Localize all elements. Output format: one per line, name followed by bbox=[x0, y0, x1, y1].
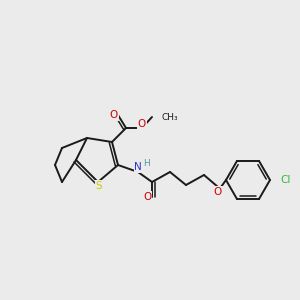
Text: CH₃: CH₃ bbox=[161, 112, 178, 122]
Text: H: H bbox=[142, 158, 149, 167]
Text: O: O bbox=[138, 119, 146, 129]
Text: O: O bbox=[110, 110, 118, 120]
Text: O: O bbox=[214, 187, 222, 197]
Text: Cl: Cl bbox=[280, 175, 290, 185]
Text: O: O bbox=[143, 192, 151, 202]
Text: S: S bbox=[96, 181, 102, 191]
Text: N: N bbox=[134, 162, 142, 172]
